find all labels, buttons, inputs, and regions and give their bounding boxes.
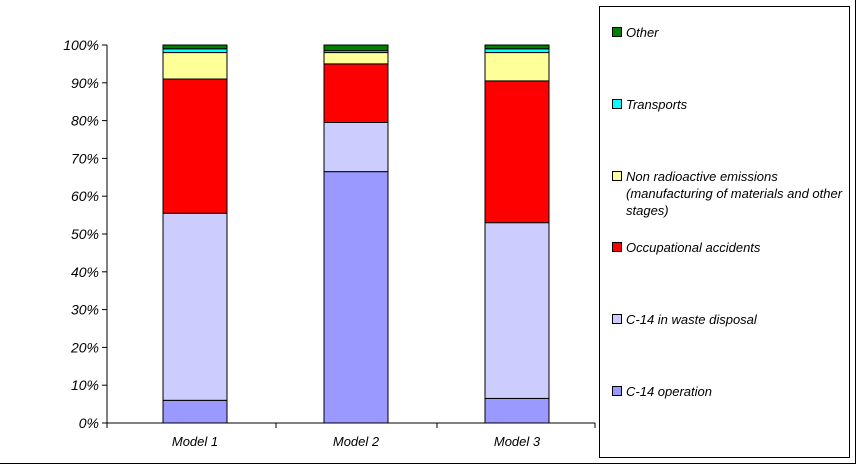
legend-label: Occupational accidents — [626, 240, 761, 255]
legend-label: Transports — [626, 97, 688, 112]
legend-item: C-14 operation — [612, 383, 844, 400]
y-tick-label: 20% — [70, 339, 99, 355]
bar-segment — [323, 63, 389, 123]
legend-swatch — [612, 99, 622, 109]
legend-label: C-14 in waste disposal — [626, 312, 757, 327]
chart-plot: 0% 10% 20% 30% 40% 50% 60% 70% 80% 90% 100% Model … — [63, 37, 596, 449]
bar-segment — [323, 52, 389, 65]
bar-segment — [484, 48, 550, 54]
y-tick-label: 0% — [79, 415, 99, 431]
legend-label: Other — [626, 25, 659, 40]
bar-segment — [162, 212, 228, 401]
bar-segment — [323, 171, 389, 424]
legend-swatch — [612, 386, 622, 396]
x-tick-label: Model 3 — [494, 434, 541, 449]
legend-label: Non radioactive emissions (manufacturing… — [626, 169, 843, 218]
legend-swatch — [612, 242, 622, 252]
legend-swatch — [612, 171, 622, 181]
y-tick-label: 30% — [71, 302, 99, 318]
y-tick-label: 60% — [71, 188, 99, 204]
bar-segment — [162, 48, 228, 54]
y-tick-label: 50% — [71, 226, 99, 242]
bar-segment — [162, 44, 228, 50]
y-tick-label: 90% — [71, 75, 99, 91]
y-tick-label: 40% — [71, 264, 99, 280]
legend-label: C-14 operation — [626, 384, 712, 399]
legend-item: Occupational accidents — [612, 239, 844, 256]
legend-swatch — [612, 314, 622, 324]
bar-segment — [484, 397, 550, 424]
legend-item: Non radioactive emissions (manufacturing… — [612, 168, 844, 219]
bar-segment — [323, 44, 389, 52]
y-tick-label: 10% — [71, 377, 99, 393]
bars — [162, 44, 550, 424]
bar-segment — [323, 121, 389, 173]
legend-swatch — [612, 27, 622, 37]
y-tick-label: 70% — [71, 150, 99, 166]
legend-item: Transports — [612, 96, 844, 113]
legend-item: C-14 in waste disposal — [612, 311, 844, 328]
x-tick-label: Model 1 — [172, 434, 218, 449]
bar-segment — [484, 44, 550, 50]
y-axis-ticks: 0% 10% 20% 30% 40% 50% 60% 70% 80% 90% 100% — [63, 37, 107, 431]
bar-segment — [162, 399, 228, 424]
bar-segment — [484, 80, 550, 224]
bar-segment — [162, 78, 228, 214]
legend: Other Transports Non radioactive emissions… — [599, 6, 850, 458]
y-tick-label: 80% — [71, 113, 99, 129]
bar-segment — [162, 52, 228, 80]
x-axis-ticks: Model 1 Model 2 Model 3 — [106, 423, 596, 449]
y-tick-label: 100% — [63, 37, 99, 53]
bar-segment — [484, 222, 550, 399]
legend-item: Other — [612, 24, 844, 41]
x-tick-label: Model 2 — [333, 434, 380, 449]
bar-segment — [484, 52, 550, 82]
